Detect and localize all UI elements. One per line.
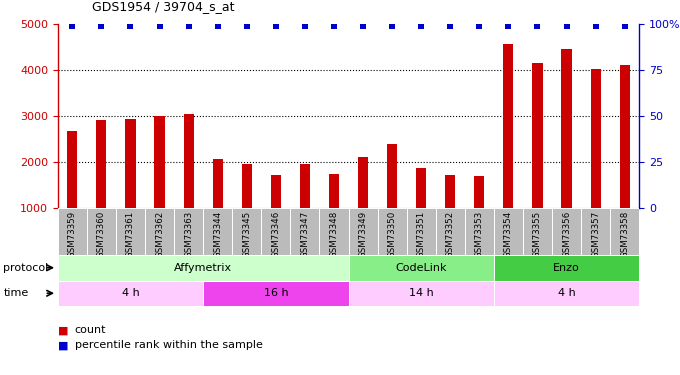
Bar xyxy=(619,65,630,208)
Text: Enzo: Enzo xyxy=(553,263,580,273)
Bar xyxy=(387,144,397,208)
Text: count: count xyxy=(75,326,106,335)
Bar xyxy=(523,208,552,255)
Text: 14 h: 14 h xyxy=(409,288,434,298)
Bar xyxy=(58,255,348,280)
Text: GSM73348: GSM73348 xyxy=(330,210,339,258)
Text: GSM73360: GSM73360 xyxy=(97,210,106,258)
Text: GSM73361: GSM73361 xyxy=(126,210,135,258)
Text: GSM73354: GSM73354 xyxy=(504,210,513,258)
Bar xyxy=(494,255,639,280)
Text: GSM73358: GSM73358 xyxy=(620,210,629,258)
Text: 4 h: 4 h xyxy=(122,288,139,298)
Bar xyxy=(348,255,494,280)
Bar xyxy=(125,118,135,208)
Bar xyxy=(67,131,78,208)
Bar xyxy=(300,164,310,208)
Bar xyxy=(562,49,572,208)
Bar xyxy=(290,208,320,255)
Bar xyxy=(416,168,426,208)
Bar xyxy=(348,208,377,255)
Text: GDS1954 / 39704_s_at: GDS1954 / 39704_s_at xyxy=(92,0,235,13)
Bar xyxy=(203,280,348,306)
Bar xyxy=(145,208,174,255)
Text: GSM73350: GSM73350 xyxy=(388,210,396,258)
Bar xyxy=(494,280,639,306)
Bar xyxy=(407,208,436,255)
Bar xyxy=(581,208,610,255)
Bar xyxy=(474,176,484,208)
Text: GSM73353: GSM73353 xyxy=(475,210,483,258)
Bar xyxy=(503,44,513,208)
Bar xyxy=(377,208,407,255)
Bar xyxy=(358,157,368,208)
Text: ■: ■ xyxy=(58,340,72,350)
Bar xyxy=(494,208,523,255)
Text: GSM73352: GSM73352 xyxy=(446,210,455,258)
Text: GSM73362: GSM73362 xyxy=(155,210,164,258)
Bar xyxy=(532,63,543,208)
Bar xyxy=(329,174,339,208)
Bar xyxy=(58,208,87,255)
Bar xyxy=(232,208,261,255)
Bar xyxy=(590,69,600,208)
Text: GSM73351: GSM73351 xyxy=(417,210,426,258)
Bar xyxy=(203,208,232,255)
Bar xyxy=(241,164,252,208)
Text: GSM73363: GSM73363 xyxy=(184,210,193,258)
Text: 4 h: 4 h xyxy=(558,288,575,298)
Text: ■: ■ xyxy=(58,326,72,335)
Text: GSM73349: GSM73349 xyxy=(358,210,367,258)
Text: Affymetrix: Affymetrix xyxy=(174,263,232,273)
Bar xyxy=(97,120,107,208)
Bar xyxy=(436,208,465,255)
Bar xyxy=(184,114,194,208)
Bar xyxy=(271,175,281,208)
Bar xyxy=(154,116,165,208)
Bar xyxy=(348,280,494,306)
Bar xyxy=(610,208,639,255)
Text: CodeLink: CodeLink xyxy=(396,263,447,273)
Text: time: time xyxy=(3,288,29,298)
Text: GSM73356: GSM73356 xyxy=(562,210,571,258)
Text: GSM73345: GSM73345 xyxy=(242,210,251,258)
Bar xyxy=(445,175,456,208)
Text: percentile rank within the sample: percentile rank within the sample xyxy=(75,340,262,350)
Text: GSM73344: GSM73344 xyxy=(214,210,222,258)
Bar xyxy=(465,208,494,255)
Text: GSM73357: GSM73357 xyxy=(591,210,600,258)
Text: GSM73347: GSM73347 xyxy=(301,210,309,258)
Bar xyxy=(320,208,348,255)
Bar xyxy=(261,208,290,255)
Text: GSM73359: GSM73359 xyxy=(68,210,77,258)
Bar xyxy=(174,208,203,255)
Bar xyxy=(116,208,145,255)
Text: GSM73355: GSM73355 xyxy=(533,210,542,258)
Text: protocol: protocol xyxy=(3,263,49,273)
Text: 16 h: 16 h xyxy=(264,288,288,298)
Bar xyxy=(552,208,581,255)
Bar xyxy=(213,159,223,208)
Bar xyxy=(87,208,116,255)
Bar xyxy=(58,280,203,306)
Text: GSM73346: GSM73346 xyxy=(271,210,280,258)
